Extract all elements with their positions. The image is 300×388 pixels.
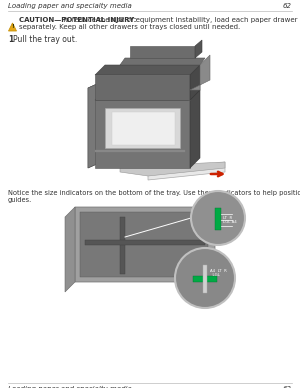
Text: A4  LT  R
  LGL: A4 LT R LGL (210, 269, 227, 277)
Text: 1: 1 (8, 35, 13, 44)
Bar (215, 208, 221, 230)
Circle shape (191, 191, 245, 245)
Polygon shape (75, 195, 215, 282)
Polygon shape (130, 46, 195, 58)
Polygon shape (148, 162, 225, 180)
Polygon shape (112, 112, 175, 145)
Polygon shape (88, 78, 110, 168)
Text: 62: 62 (283, 386, 292, 388)
Text: Notice the size indicators on the bottom of the tray. Use these indicators to he: Notice the size indicators on the bottom… (8, 190, 300, 196)
Text: Loading paper and specialty media: Loading paper and specialty media (8, 3, 132, 9)
Text: Pull the tray out.: Pull the tray out. (13, 35, 77, 44)
Polygon shape (120, 217, 125, 274)
Polygon shape (105, 108, 180, 148)
Polygon shape (95, 150, 185, 152)
Bar (203, 265, 207, 293)
Polygon shape (88, 78, 188, 168)
Polygon shape (190, 65, 200, 100)
Text: CAUTION—POTENTIAL INJURY:: CAUTION—POTENTIAL INJURY: (19, 17, 136, 23)
Text: separately. Keep all other drawers or trays closed until needed.: separately. Keep all other drawers or tr… (19, 24, 240, 30)
Text: To reduce the risk of equipment instability, load each paper drawer or tray: To reduce the risk of equipment instabil… (59, 17, 300, 23)
Polygon shape (80, 200, 208, 277)
Text: LT  R
LGL A4: LT R LGL A4 (223, 216, 237, 224)
Polygon shape (85, 240, 205, 245)
Text: guides.: guides. (8, 197, 32, 203)
Polygon shape (8, 23, 16, 31)
Polygon shape (95, 65, 200, 75)
Text: Loading paper and specialty media: Loading paper and specialty media (8, 386, 132, 388)
Polygon shape (95, 75, 190, 100)
Polygon shape (195, 40, 202, 58)
Text: 62: 62 (283, 3, 292, 9)
Polygon shape (120, 58, 205, 65)
Text: !: ! (11, 24, 14, 29)
Bar (193, 276, 217, 282)
Polygon shape (65, 207, 75, 292)
Circle shape (175, 248, 235, 308)
Polygon shape (95, 90, 200, 100)
Polygon shape (190, 90, 200, 168)
Polygon shape (95, 100, 190, 168)
Polygon shape (190, 55, 210, 90)
Polygon shape (120, 162, 225, 176)
